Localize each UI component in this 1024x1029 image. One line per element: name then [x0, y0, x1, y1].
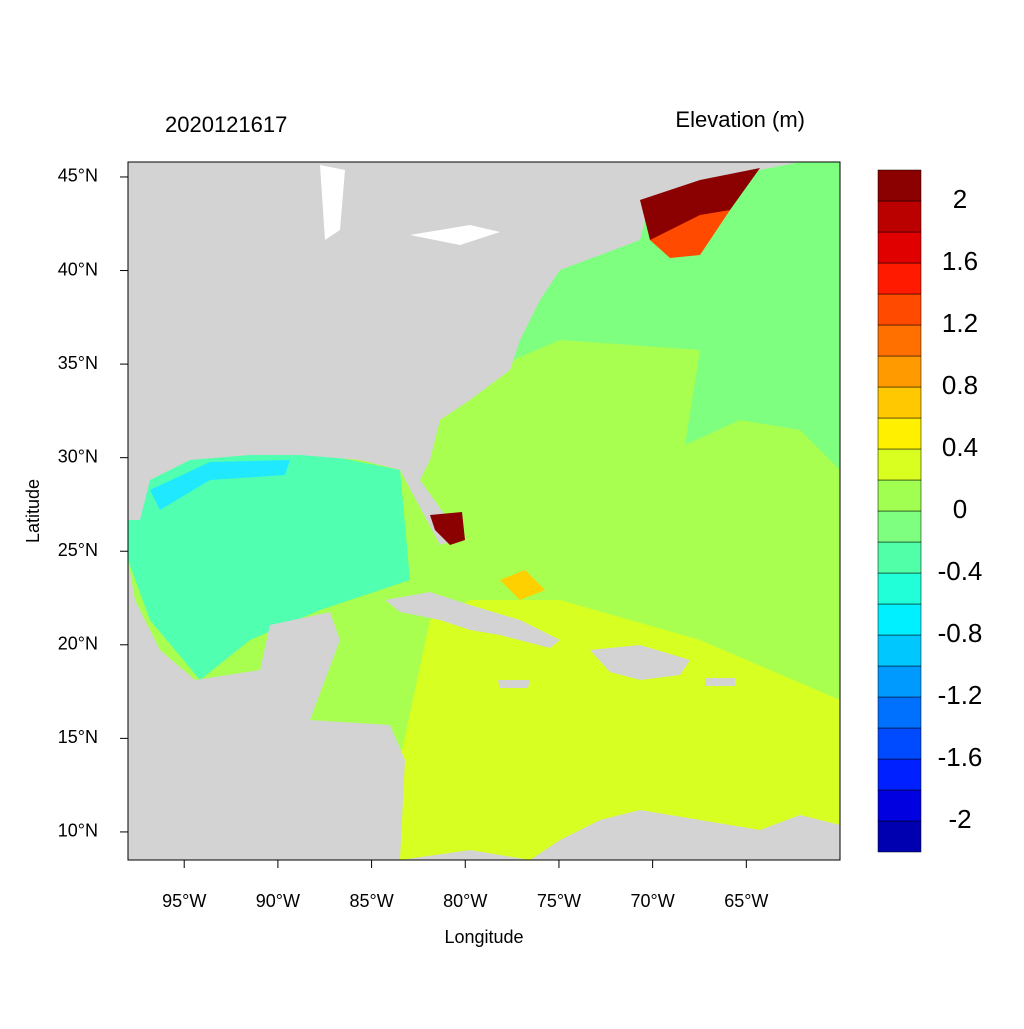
caribbean	[400, 600, 840, 860]
y-tick-label: 25°N	[58, 540, 98, 560]
colorbar-box	[877, 479, 922, 512]
colorbar-label: -0.8	[938, 618, 983, 648]
chart-title: 2020121617	[165, 112, 287, 137]
x-tick-label: 75°W	[537, 891, 581, 911]
x-tick-label: 95°W	[162, 891, 206, 911]
colorbar-label: 1.6	[942, 246, 978, 276]
south-america	[400, 810, 840, 860]
colorbar-box	[877, 634, 922, 667]
y-tick-label: 30°N	[58, 446, 98, 466]
y-tick-label: 20°N	[58, 634, 98, 654]
colorbar-label: -2	[948, 804, 971, 834]
colorbar-box	[877, 789, 922, 822]
surge-florida	[430, 512, 465, 545]
jamaica	[498, 680, 530, 688]
chart-subtitle: Elevation (m)	[675, 107, 805, 132]
colorbar-box	[877, 665, 922, 698]
colorbar-label: -0.4	[938, 556, 983, 586]
y-tick-label: 15°N	[58, 727, 98, 747]
x-tick-label: 65°W	[724, 891, 768, 911]
lake	[320, 165, 345, 240]
plot-frame	[127, 161, 841, 861]
gulf-low	[150, 460, 290, 510]
hispaniola	[590, 645, 690, 680]
colorbar-box	[877, 293, 922, 326]
lake	[410, 225, 500, 245]
colorbar-box	[877, 510, 922, 543]
colorbar-box	[877, 820, 922, 853]
x-tick-label: 70°W	[631, 891, 675, 911]
colorbar-box	[877, 231, 922, 264]
y-tick-label: 10°N	[58, 821, 98, 841]
colorbar-box	[877, 448, 922, 481]
bahamas-high	[500, 570, 545, 600]
colorbar-label: -1.2	[938, 680, 983, 710]
colorbar-box	[877, 758, 922, 791]
colorbar-label: -1.6	[938, 742, 983, 772]
map	[127, 161, 841, 861]
mexico-central-america	[128, 560, 405, 860]
colorbar-box	[877, 696, 922, 729]
colorbar-label: 2	[953, 184, 967, 214]
x-axis-label: Longitude	[444, 927, 523, 947]
colorbar-box	[877, 541, 922, 574]
puerto-rico	[705, 678, 735, 686]
colorbar-label: 0.4	[942, 432, 978, 462]
x-tick-label: 80°W	[443, 891, 487, 911]
x-tick-label: 90°W	[256, 891, 300, 911]
colorbar-box	[877, 727, 922, 760]
colorbar-label: 0.8	[942, 370, 978, 400]
colorbar-box	[877, 572, 922, 605]
colorbar-box	[877, 355, 922, 388]
colorbar-box	[877, 603, 922, 636]
colorbar-box	[877, 262, 922, 295]
colorbar-box	[877, 386, 922, 419]
north-america	[128, 162, 800, 545]
colorbar-label: 1.2	[942, 308, 978, 338]
cuba	[385, 592, 560, 648]
y-tick-label: 45°N	[58, 166, 98, 186]
surge-edge	[650, 210, 730, 258]
colorbar-box	[877, 324, 922, 357]
colorbar-box	[877, 200, 922, 233]
y-tick-label: 35°N	[58, 353, 98, 373]
colorbar-box	[877, 417, 922, 450]
x-tick-label: 85°W	[349, 891, 393, 911]
y-axis-label: Latitude	[23, 479, 43, 543]
y-tick-label: 40°N	[58, 259, 98, 279]
colorbar-label: 0	[953, 494, 967, 524]
gulf-of-mexico	[128, 450, 410, 680]
colorbar-box	[877, 169, 922, 202]
